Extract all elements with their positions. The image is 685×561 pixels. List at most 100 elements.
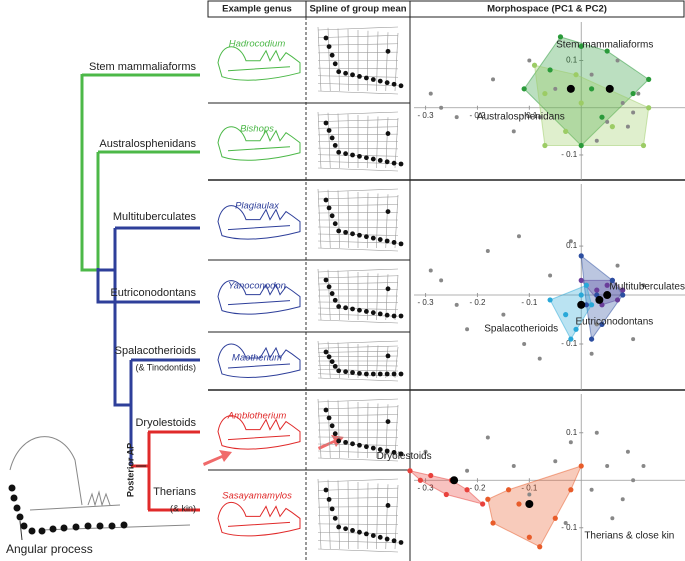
point	[537, 115, 542, 120]
spline-landmark	[370, 533, 376, 539]
spline-landmark	[377, 158, 383, 163]
group-point	[490, 520, 496, 526]
point	[527, 492, 532, 497]
spline-grid	[376, 31, 379, 92]
spline-landmark	[385, 353, 391, 359]
spline-landmark	[370, 310, 376, 316]
spline-landmark	[336, 149, 342, 155]
spline-grid	[317, 90, 399, 95]
group-point	[531, 62, 538, 68]
group-point	[646, 105, 652, 111]
group-point	[578, 100, 584, 106]
point	[625, 124, 630, 129]
spline-landmark	[385, 286, 391, 292]
spline-grid	[337, 270, 340, 321]
jaw-outline	[217, 280, 301, 315]
point	[594, 322, 599, 327]
point	[625, 449, 630, 454]
spline-landmark	[363, 371, 369, 377]
spline-grid	[317, 167, 399, 172]
taxon-label: Eutriconodontans	[110, 287, 196, 299]
point	[439, 105, 444, 110]
point	[636, 91, 641, 96]
spline-landmark	[398, 371, 404, 377]
spline-landmark	[391, 160, 397, 166]
point	[620, 101, 625, 106]
spline-grid	[366, 192, 369, 249]
spline-grid	[394, 274, 399, 321]
group-point	[620, 287, 626, 293]
spline-landmark	[323, 487, 329, 493]
spline-landmark	[343, 526, 349, 532]
group-point	[480, 501, 486, 507]
point	[594, 430, 599, 435]
spline-landmark	[357, 232, 362, 238]
spline-grid	[347, 29, 350, 92]
spline-landmark	[343, 369, 349, 375]
spline-grid	[317, 436, 399, 439]
y-tick-label: 0.1	[566, 56, 578, 65]
group-point	[630, 90, 636, 97]
spline-grid	[376, 116, 379, 169]
spline-landmark	[384, 371, 390, 377]
spline-grid	[317, 26, 399, 31]
convex-hull	[523, 36, 650, 147]
spline-landmark	[329, 135, 335, 141]
spline-grid	[347, 191, 350, 249]
spline-landmark	[332, 297, 338, 303]
spline-landmark	[350, 528, 355, 533]
x-tick-label: - 0.1	[521, 298, 538, 307]
spline-landmark	[329, 291, 335, 296]
group-point	[589, 336, 595, 342]
point	[511, 129, 516, 134]
group-point	[573, 72, 579, 78]
spline-landmark	[350, 72, 355, 78]
spline-grid	[317, 161, 399, 164]
spline-grid	[327, 269, 331, 321]
point	[454, 115, 459, 120]
spline-landmark	[326, 497, 332, 502]
point	[620, 497, 625, 502]
pointer	[19, 520, 23, 541]
spline-landmark	[326, 44, 332, 50]
x-tick-label: - 0.2	[469, 111, 486, 120]
spline-landmark	[332, 431, 338, 437]
group-point	[417, 477, 423, 483]
group-point	[485, 496, 491, 502]
taxon-label: Spalacotherioids	[115, 345, 197, 357]
spline-landmark	[343, 70, 349, 76]
group-mean	[603, 291, 612, 300]
point	[568, 440, 573, 445]
spline-landmark	[343, 151, 349, 157]
genus-label: Bishops	[240, 124, 274, 135]
group-mean	[450, 476, 459, 485]
genus-label: Amblotherium	[227, 411, 287, 422]
taxon-note: (& Tinodontids)	[135, 362, 196, 372]
spline-landmark	[332, 61, 338, 67]
point	[485, 435, 490, 440]
group-label: Dryolestoids	[377, 451, 432, 462]
jaw-outline	[217, 415, 301, 450]
point	[548, 273, 553, 278]
point	[511, 464, 516, 468]
spline-grid	[366, 30, 369, 92]
spline-landmark	[350, 441, 355, 447]
spline-landmark	[326, 284, 332, 290]
spline-landmark	[363, 444, 369, 450]
point	[428, 91, 433, 96]
group-point	[614, 297, 621, 303]
spline-grid	[317, 147, 399, 150]
spline-grid	[317, 188, 399, 193]
spline-landmark	[357, 307, 362, 313]
group-point	[604, 48, 610, 54]
spline-landmark	[384, 448, 390, 454]
spline-grid	[347, 481, 350, 550]
spline-landmark	[350, 152, 355, 158]
spline-grid	[317, 26, 322, 92]
spline-landmark	[398, 241, 404, 247]
convex-hull	[408, 469, 483, 505]
group-point	[599, 114, 605, 120]
group-point	[552, 515, 558, 521]
group-mean	[566, 84, 575, 93]
spline-grid	[317, 301, 399, 304]
